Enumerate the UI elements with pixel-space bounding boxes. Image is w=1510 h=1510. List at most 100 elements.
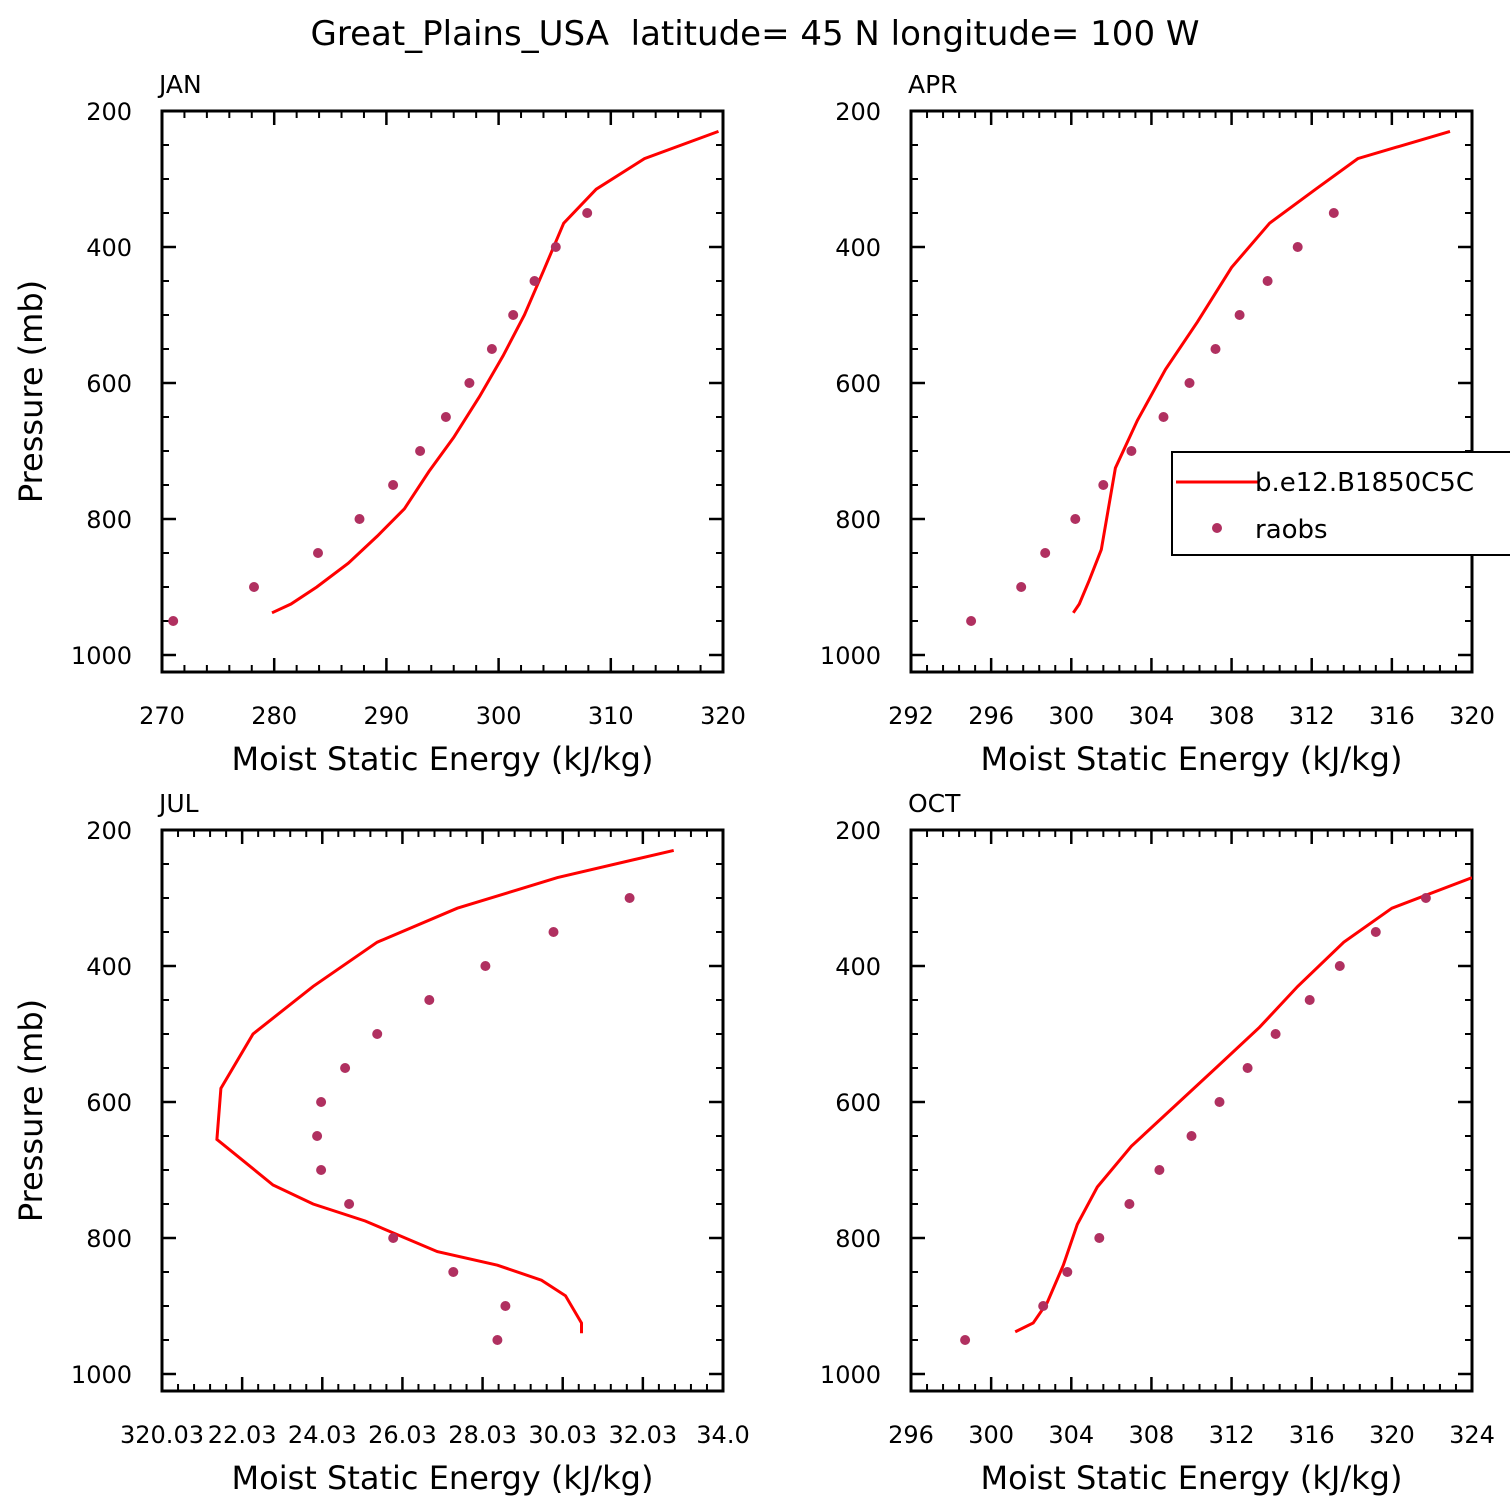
- x-tick-label: 316: [1289, 1421, 1335, 1449]
- model-line: [1072, 129, 1451, 614]
- x-tick-label: 320: [700, 702, 746, 730]
- raobs-point: [1126, 446, 1137, 456]
- legend-obs-label: raobs: [1255, 515, 1328, 545]
- raobs-point: [340, 1063, 351, 1073]
- raobs-point: [550, 242, 561, 252]
- raobs-point: [1016, 582, 1027, 592]
- x-axis-title: Moist Static Energy (kJ/kg): [981, 1459, 1403, 1497]
- raobs-point: [1070, 514, 1081, 524]
- x-tick-label: 30.03: [528, 1421, 597, 1449]
- plot-data: [966, 129, 1451, 626]
- y-tick-label: 800: [835, 1225, 881, 1253]
- raobs-point: [415, 446, 426, 456]
- x-tick-label: 304: [1129, 702, 1175, 730]
- raobs-point: [508, 310, 519, 320]
- raobs-point: [500, 1301, 511, 1311]
- raobs-point: [354, 514, 365, 524]
- figure-title: Great_Plains_USA latitude= 45 N longitud…: [311, 14, 1200, 54]
- legend-box: [1171, 451, 1510, 556]
- y-tick-label: 400: [86, 234, 132, 262]
- raobs-point: [388, 480, 399, 490]
- raobs-point: [1304, 995, 1315, 1005]
- raobs-point: [1158, 412, 1169, 422]
- model-line: [271, 129, 720, 615]
- raobs-point: [1098, 480, 1109, 490]
- raobs-point: [1124, 1199, 1135, 1209]
- raobs-point: [372, 1029, 383, 1039]
- x-tick-label: 32.03: [608, 1421, 677, 1449]
- x-tick-label: 28.03: [448, 1421, 517, 1449]
- raobs-point: [1210, 344, 1221, 354]
- x-tick-label: 34.0: [696, 1421, 749, 1449]
- x-axis-title: Moist Static Energy (kJ/kg): [232, 1459, 654, 1497]
- raobs-point: [1038, 1301, 1049, 1311]
- raobs-point: [388, 1233, 399, 1243]
- raobs-point: [464, 378, 475, 388]
- raobs-point: [1328, 208, 1339, 218]
- raobs-point: [486, 344, 497, 354]
- raobs-point: [448, 1267, 459, 1277]
- y-tick-label: 600: [835, 370, 881, 398]
- panel-label: JAN: [157, 70, 202, 99]
- x-axis-title: Moist Static Energy (kJ/kg): [232, 740, 654, 778]
- legend: b.e12.B1850C5C raobs: [1171, 451, 1510, 556]
- y-tick-label: 600: [86, 1089, 132, 1117]
- x-tick-label: 304: [1048, 1421, 1094, 1449]
- x-tick-label: 316: [1369, 702, 1415, 730]
- raobs-point: [1420, 893, 1431, 903]
- y-tick-label: 800: [835, 506, 881, 534]
- raobs-point: [1234, 310, 1245, 320]
- panel-jul: 320.03 22.03 24.03 26.03 28.03 30.03 32.03 34.0…: [12, 789, 750, 1497]
- x-tick-label: 300: [968, 1421, 1014, 1449]
- x-tick-label: 308: [1209, 702, 1255, 730]
- x-tick-label: 300: [1048, 702, 1094, 730]
- x-tick-label: 26.03: [368, 1421, 437, 1449]
- panels: 270 280 290 300 310 320 200 400 600 800 1000 JAN Moi…: [12, 70, 1510, 1497]
- x-tick-label: 296: [888, 1421, 934, 1449]
- y-tick-label: 800: [86, 1225, 132, 1253]
- raobs-point: [1184, 378, 1195, 388]
- x-tick-label: 300: [476, 702, 522, 730]
- raobs-point: [168, 616, 179, 626]
- x-tick-label: 324: [1449, 1421, 1495, 1449]
- raobs-point: [316, 1097, 327, 1107]
- raobs-point: [313, 548, 323, 558]
- raobs-point: [480, 961, 491, 971]
- y-tick-label: 1000: [820, 1361, 881, 1389]
- raobs-point: [1186, 1131, 1197, 1141]
- panel-jan: 270 280 290 300 310 320 200 400 600 800 1000 JAN Moi…: [12, 70, 746, 778]
- raobs-point: [1242, 1063, 1253, 1073]
- raobs-point: [1370, 927, 1381, 937]
- raobs-point: [966, 616, 977, 626]
- plot-frame: [160, 828, 725, 1393]
- raobs-point: [1292, 242, 1303, 252]
- x-tick-label: 270: [139, 702, 185, 730]
- raobs-point: [440, 412, 451, 422]
- x-tick-label: 292: [888, 702, 934, 730]
- raobs-point: [582, 208, 593, 218]
- y-tick-label: 200: [835, 817, 881, 845]
- x-tick-label: 24.03: [288, 1421, 357, 1449]
- legend-model-label: b.e12.B1850C5C: [1255, 468, 1474, 498]
- raobs-point: [492, 1335, 503, 1345]
- model-line: [215, 848, 675, 1334]
- y-tick-label: 600: [86, 370, 132, 398]
- plot-data: [168, 129, 720, 626]
- raobs-point: [548, 927, 559, 937]
- x-tick-label: 310: [588, 702, 634, 730]
- plot-frame: [909, 109, 1474, 674]
- raobs-point: [529, 276, 540, 286]
- raobs-point: [1154, 1165, 1165, 1175]
- plot-frame: [909, 828, 1474, 1393]
- y-axis-title: Pressure (mb): [12, 280, 50, 503]
- y-tick-label: 600: [835, 1089, 881, 1117]
- y-tick-label: 400: [835, 953, 881, 981]
- y-axis-title: Pressure (mb): [12, 999, 50, 1222]
- raobs-point: [1040, 548, 1051, 558]
- panel-label: OCT: [908, 789, 961, 818]
- panel-label: APR: [908, 70, 958, 99]
- y-tick-label: 200: [835, 98, 881, 126]
- model-line: [1014, 876, 1472, 1334]
- raobs-point: [1094, 1233, 1105, 1243]
